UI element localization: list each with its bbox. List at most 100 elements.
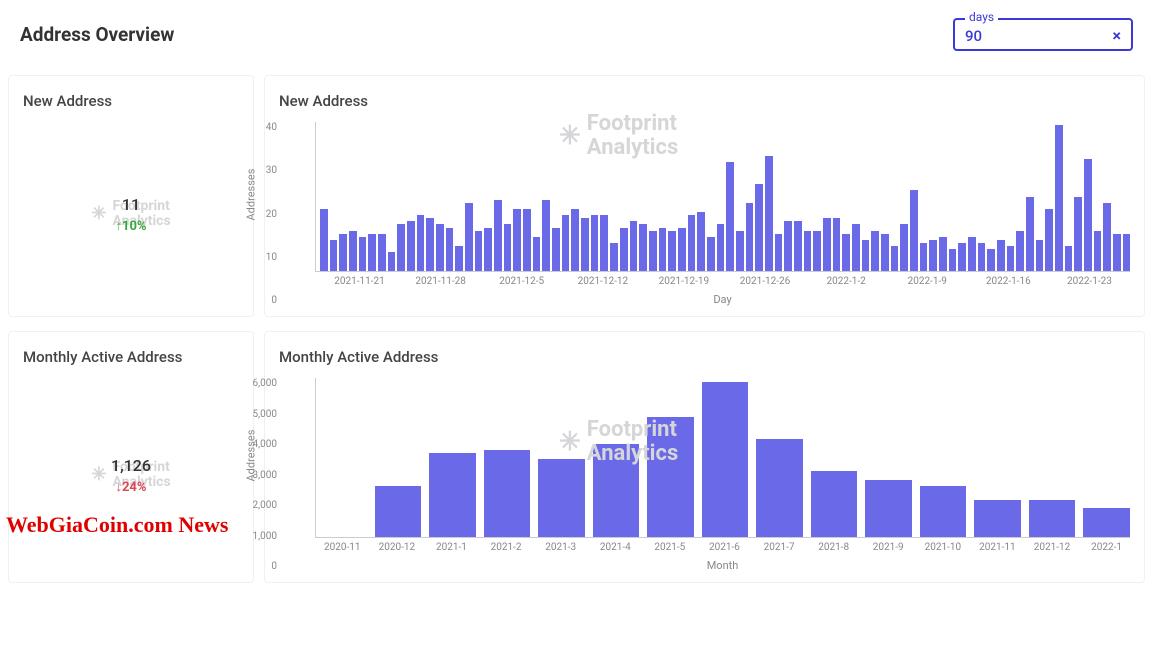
x-tick: 2021-11 [974, 542, 1021, 553]
kpi-new-address-card: New Address ✳ Footprint Analytics 11 ↑10… [8, 75, 254, 317]
bar [1084, 159, 1092, 271]
days-label: days [965, 10, 998, 24]
bar [765, 156, 773, 271]
days-filter[interactable]: days 90 × [953, 18, 1133, 51]
bar [1123, 234, 1131, 271]
x-tick: 2021-9 [865, 542, 912, 553]
bar [417, 215, 425, 271]
bar [426, 218, 434, 271]
x-tick: 2022-1-16 [968, 276, 1049, 287]
x-tick: 2022-1-2 [806, 276, 887, 287]
bar [707, 237, 715, 271]
bar [649, 231, 657, 271]
x-tick: 2021-12-19 [643, 276, 724, 287]
bar [552, 228, 560, 271]
bar [804, 231, 812, 271]
x-tick: 2021-3 [537, 542, 584, 553]
bar [475, 231, 483, 271]
bar [581, 218, 589, 271]
bar [1045, 209, 1053, 271]
bar [630, 221, 638, 271]
bar [717, 224, 725, 271]
chart-bars [315, 378, 1130, 538]
x-tick: 2021-12-12 [562, 276, 643, 287]
clear-icon[interactable]: × [1113, 26, 1122, 45]
chart-new-address-card: New Address ✳ Footprint Analytics Addres… [264, 75, 1145, 317]
chart-new-address: ✳ Footprint Analytics Addresses 40302010… [279, 122, 1130, 306]
asterisk-icon: ✳ [91, 466, 106, 484]
bar [958, 243, 966, 271]
bar [702, 382, 749, 537]
y-axis: 403020100 [249, 122, 277, 306]
bar [978, 243, 986, 271]
bar [1074, 197, 1082, 272]
bar [429, 453, 476, 537]
bar [813, 231, 821, 271]
bar [871, 231, 879, 271]
bar [538, 459, 585, 537]
bar [504, 224, 512, 271]
x-tick: 2021-1 [428, 542, 475, 553]
row-monthly-active: Monthly Active Address ✳ Footprint Analy… [0, 331, 1153, 583]
bar [1029, 500, 1076, 537]
x-tick: 2021-4 [592, 542, 639, 553]
bar [378, 234, 386, 271]
kpi-value: 11 [122, 195, 140, 214]
bar [562, 215, 570, 271]
bar [939, 237, 947, 271]
x-tick: 2021-11-28 [400, 276, 481, 287]
bar [320, 209, 328, 271]
kpi-title: Monthly Active Address [23, 348, 239, 366]
bar [542, 200, 550, 271]
bar [1036, 240, 1044, 271]
bar [533, 237, 541, 271]
bar [523, 209, 531, 271]
bar [339, 234, 347, 271]
bar [929, 240, 937, 271]
asterisk-icon: ✳ [91, 205, 106, 223]
x-tick: 2020-12 [374, 542, 421, 553]
bar [1007, 246, 1015, 271]
bar [455, 246, 463, 271]
kpi-monthly-card: Monthly Active Address ✳ Footprint Analy… [8, 331, 254, 583]
bar [891, 246, 899, 271]
bar [900, 224, 908, 271]
kpi-change-up: ↑10% [115, 218, 146, 234]
bar [811, 471, 858, 537]
bar [330, 240, 338, 271]
bar [620, 228, 628, 271]
bar [755, 184, 763, 271]
chart-monthly-card: Monthly Active Address ✳ Footprint Analy… [264, 331, 1145, 583]
bar [688, 215, 696, 271]
bar [974, 500, 1021, 537]
bar [571, 209, 579, 271]
days-input[interactable]: 90 [965, 27, 1065, 45]
bar [484, 450, 531, 537]
x-tick: 2021-7 [756, 542, 803, 553]
chart-monthly: ✳ Footprint Analytics Addresses 6,0005,0… [279, 378, 1130, 572]
bar [852, 224, 860, 271]
bar [659, 228, 667, 271]
bar [397, 224, 405, 271]
header: Address Overview days 90 × [0, 0, 1153, 61]
bar [407, 221, 415, 271]
x-tick: 2021-11-21 [319, 276, 400, 287]
bar [881, 234, 889, 271]
x-tick: 2022-1 [1083, 542, 1130, 553]
x-axis: 2021-11-212021-11-282021-12-52021-12-122… [315, 276, 1130, 287]
bar [494, 200, 502, 271]
x-tick: 2021-10 [920, 542, 967, 553]
bar [1113, 234, 1121, 271]
bar [736, 231, 744, 271]
bar [375, 486, 422, 537]
bar [987, 249, 995, 271]
bar [784, 221, 792, 271]
bar [1055, 125, 1063, 271]
bar [610, 243, 618, 271]
bar [823, 218, 831, 271]
bar [359, 237, 367, 271]
bar [1065, 246, 1073, 271]
x-tick: 2022-1-9 [887, 276, 968, 287]
chart-title: New Address [279, 92, 1130, 110]
bar [910, 190, 918, 271]
